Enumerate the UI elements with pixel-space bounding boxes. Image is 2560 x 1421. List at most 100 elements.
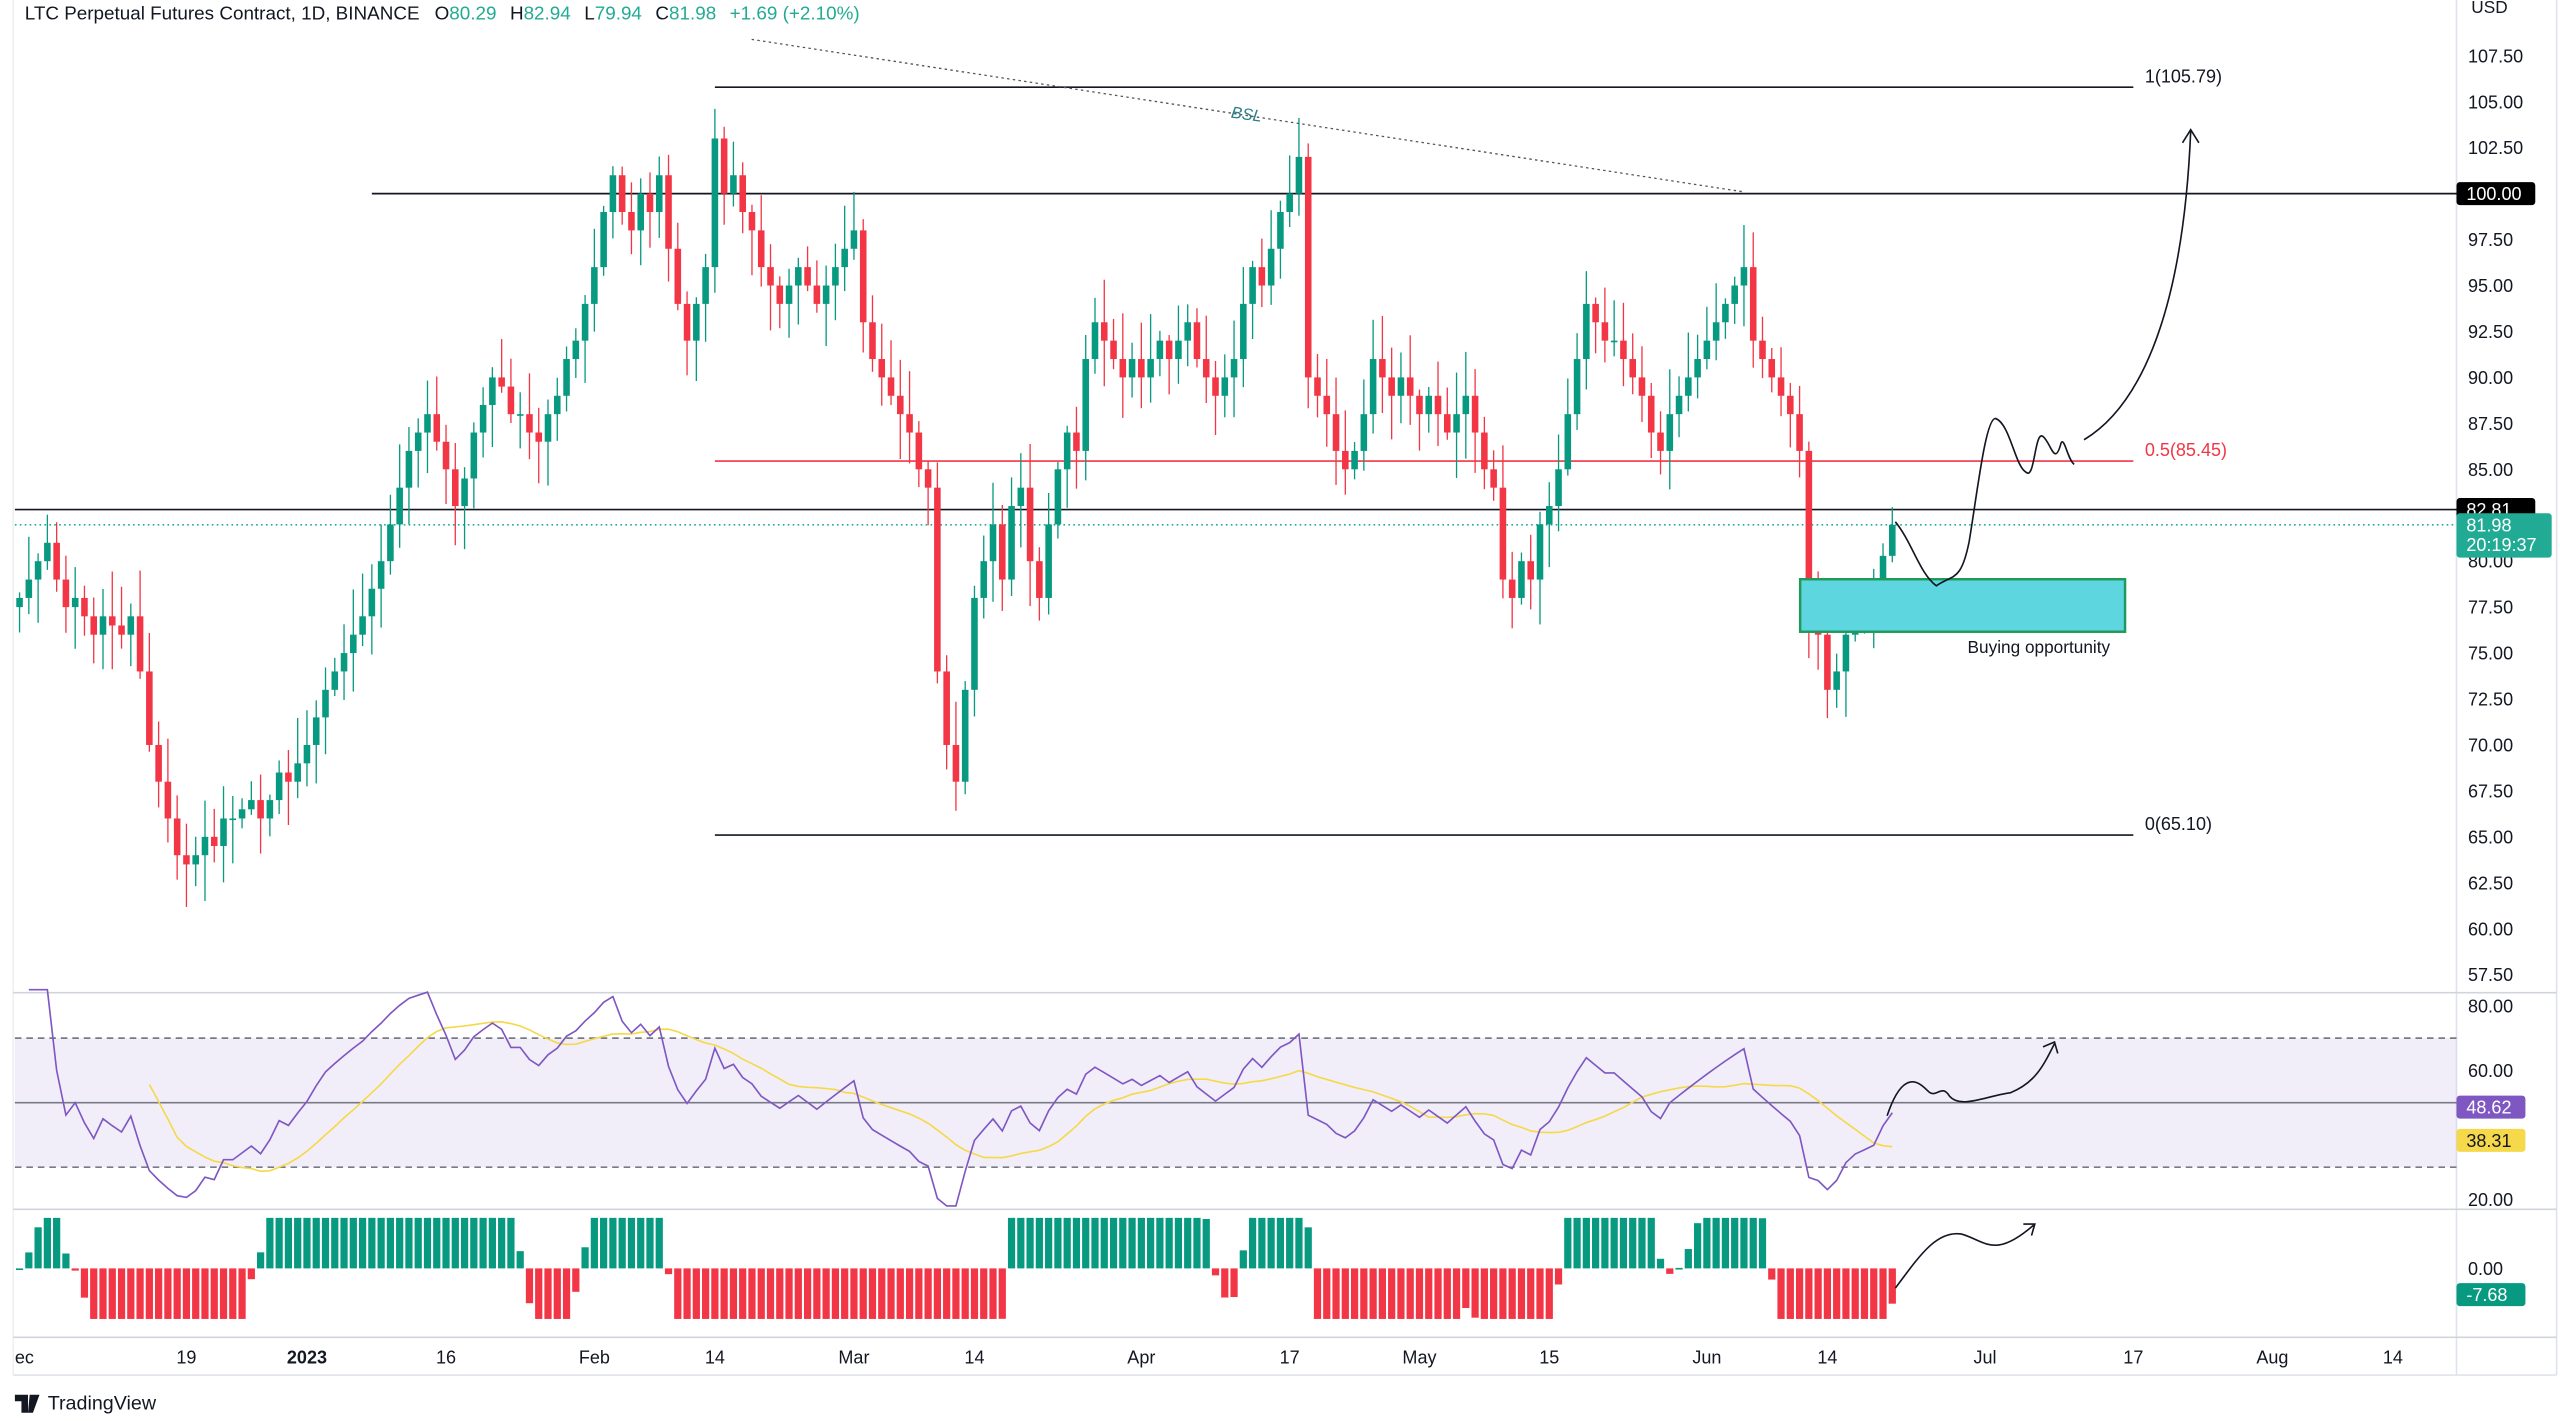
candle-body <box>1694 359 1701 378</box>
candle-body <box>1156 340 1164 360</box>
close-value: 81.98 <box>669 3 716 24</box>
candle-body <box>44 542 51 562</box>
time-tick: ec <box>15 1348 34 1368</box>
candle-body <box>155 744 162 782</box>
macd-histogram-bar <box>1758 1218 1767 1269</box>
candle-body <box>210 836 218 847</box>
macd-histogram-bar <box>1647 1217 1655 1269</box>
candle-body <box>767 267 774 286</box>
candle-body <box>1193 322 1201 360</box>
candle-body <box>1583 303 1590 360</box>
macd-histogram-bar <box>460 1217 469 1269</box>
candle-body <box>294 763 301 782</box>
candle-body <box>998 524 1006 580</box>
macd-histogram-bar <box>980 1268 988 1319</box>
macd-histogram-bar <box>266 1217 274 1269</box>
candle-body <box>1054 469 1062 525</box>
candle-body <box>1675 395 1683 415</box>
candle-body <box>34 561 42 580</box>
macd-histogram-bar <box>952 1268 960 1319</box>
candle-body <box>461 478 468 507</box>
macd-histogram-bar <box>1601 1217 1609 1269</box>
macd-histogram-bar <box>1675 1267 1683 1270</box>
candle-body <box>1555 469 1562 507</box>
candle-body <box>1731 285 1738 304</box>
macd-histogram-bar <box>1295 1217 1303 1269</box>
macd-histogram-bar <box>1286 1217 1294 1269</box>
candle-body <box>118 625 125 635</box>
macd-histogram-bar <box>349 1217 357 1269</box>
time-tick: 17 <box>2123 1348 2143 1368</box>
candle-body <box>1286 193 1293 213</box>
macd-histogram-bar <box>905 1268 914 1319</box>
macd-badge <box>2456 1283 2526 1307</box>
candle-body <box>53 542 60 580</box>
projection-arrow[interactable] <box>2083 131 2192 441</box>
projection-path[interactable] <box>1894 417 2075 587</box>
candle-body <box>813 285 821 304</box>
macd-histogram-bar <box>998 1268 1006 1319</box>
candle-body <box>1592 303 1599 323</box>
level-label: 0(65.10) <box>2145 814 2212 834</box>
price-badge <box>2456 182 2536 206</box>
macd-histogram-bar <box>831 1268 840 1319</box>
rsi-projection-arrow[interactable] <box>1886 1043 2056 1117</box>
high-label: H <box>510 3 524 24</box>
rsi-line <box>28 988 1893 1207</box>
macd-histogram-bar <box>173 1268 181 1319</box>
macd-histogram-bar <box>1397 1268 1405 1319</box>
candle-body <box>869 322 876 360</box>
macd-pane: 0.00 <box>15 1217 2503 1319</box>
macd-histogram-bar <box>850 1268 858 1319</box>
bsl-trendline[interactable] <box>751 38 1745 193</box>
drawings-levels[interactable]: 1(105.79) 0.5(85.45) 0(65.10) <box>14 66 2457 836</box>
candle-body <box>878 359 886 378</box>
macd-histogram-bar <box>1443 1268 1451 1319</box>
last-price-value: 81.98 <box>2466 515 2511 535</box>
macd-histogram-bar <box>943 1268 951 1319</box>
level-label: 0.5(85.45) <box>2145 440 2227 460</box>
macd-tick: 0.00 <box>2468 1259 2503 1279</box>
candle-body <box>1369 359 1377 415</box>
buying-opportunity-label: Buying opportunity <box>1968 637 2111 657</box>
macd-histogram-bar <box>256 1252 265 1269</box>
last-price-badge <box>2456 513 2552 558</box>
macd-histogram-bar <box>664 1268 673 1275</box>
time-tick: Jul <box>1973 1348 1996 1368</box>
macd-histogram-bar <box>1656 1258 1665 1269</box>
rsi-badge <box>2456 1095 2526 1119</box>
candle-body <box>414 432 422 451</box>
axes: 107.50 105.00 102.50 97.50 95.00 92.50 90.00 87… <box>15 46 2523 1367</box>
macd-histogram-bar <box>210 1268 218 1319</box>
candle-body <box>516 414 524 416</box>
macd-histogram-bar <box>933 1268 941 1319</box>
macd-histogram-bar <box>433 1217 441 1269</box>
macd-histogram-bar <box>609 1217 617 1269</box>
candle-body <box>1508 579 1516 598</box>
candle-body <box>1444 414 1451 433</box>
macd-histogram-bar <box>915 1268 923 1319</box>
macd-histogram-bar <box>423 1217 432 1269</box>
macd-histogram-bar <box>451 1217 459 1269</box>
time-tick: 19 <box>176 1348 196 1368</box>
candle-body <box>924 469 932 488</box>
macd-histogram-bar <box>720 1268 728 1319</box>
macd-histogram-bar <box>155 1268 163 1319</box>
tradingview-logo[interactable]: TradingView <box>14 1393 157 1415</box>
time-tick: May <box>1402 1348 1436 1368</box>
candle-body <box>238 809 246 819</box>
macd-histogram-bar <box>498 1217 506 1269</box>
macd-projection-arrow[interactable] <box>1894 1223 2036 1289</box>
price-tick: 77.50 <box>2468 598 2513 618</box>
candle-body <box>470 432 478 479</box>
macd-histogram-bar <box>544 1268 552 1319</box>
candle-body <box>1304 156 1312 378</box>
buying-opportunity-zone[interactable] <box>1798 577 2127 633</box>
low-value: 79.94 <box>595 3 642 24</box>
macd-histogram-bar <box>1870 1268 1878 1319</box>
candle-body <box>961 689 969 782</box>
macd-histogram-bar <box>507 1217 515 1269</box>
candle-body <box>1499 487 1507 580</box>
arrow-head-icon <box>2181 128 2200 144</box>
